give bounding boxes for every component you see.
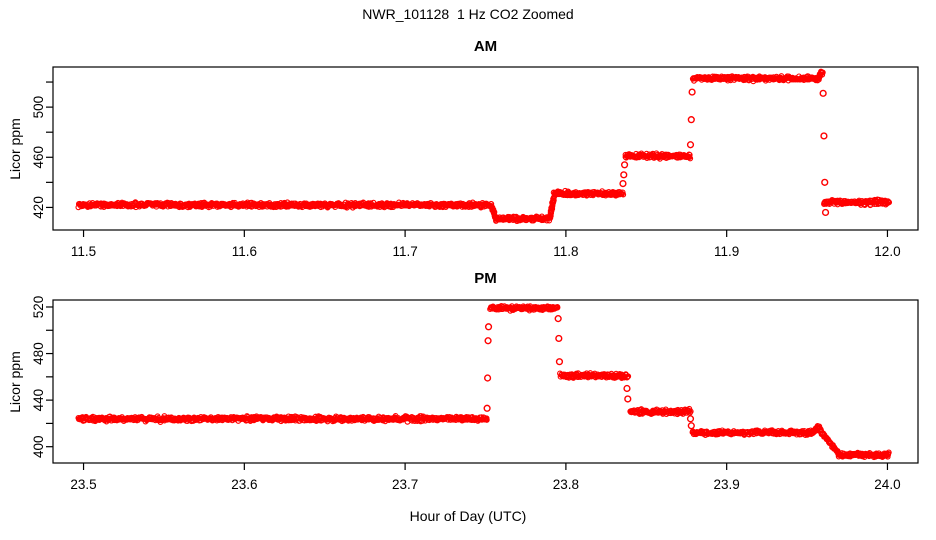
am-x-tick-label: 11.6 (232, 244, 257, 259)
am-data-series-segment (622, 150, 694, 162)
am-transition-point (819, 89, 827, 97)
pm-data-series-segment (835, 449, 892, 461)
am-panel-title: AM (473, 38, 498, 55)
pm-transition-point (483, 404, 491, 412)
pm-y-tick-label: 480 (31, 342, 46, 365)
pm-x-tick-label: 23.6 (231, 477, 257, 492)
pm-y-tick-label: 400 (31, 435, 46, 458)
pm-x-tick-label: 24.0 (874, 477, 900, 492)
pm-data-series-segment (75, 412, 490, 425)
pm-x-tick-label: 23.5 (70, 477, 96, 492)
pm-transition-point (555, 358, 564, 366)
am-transition-point (620, 161, 629, 169)
am-transition-point (821, 208, 830, 217)
am-transition-point (688, 88, 696, 96)
pm-transition-point (484, 323, 493, 331)
pm-y-tick-label: 440 (31, 389, 46, 412)
pm-transition-point (687, 422, 695, 430)
am-data-series-segment (815, 68, 826, 81)
am-panel-border (52, 66, 919, 231)
pm-y-tick-label: 520 (31, 296, 46, 319)
am-data-series-segment (75, 199, 494, 211)
am-data-series-segment (821, 196, 893, 209)
pm-x-tick-label: 23.8 (553, 477, 579, 492)
am-data-series-segment (550, 187, 627, 199)
am-y-tick-label: 500 (31, 96, 46, 119)
am-transition-point (821, 178, 829, 186)
pm-data-series-segment (557, 370, 632, 381)
pm-panel-border (52, 299, 919, 464)
pm-data-series-segment (487, 302, 561, 314)
x-axis-label: Hour of Day (UTC) (409, 508, 527, 524)
am-data-series-segment (493, 213, 553, 225)
am-transition-point (619, 180, 627, 188)
pm-transition-point (686, 415, 695, 423)
pm-data-series-segment (689, 427, 817, 439)
am-transition-point (620, 171, 628, 179)
am-x-tick-label: 11.7 (392, 244, 417, 259)
am-transition-point (820, 132, 828, 140)
pm-transition-point (554, 315, 562, 323)
am-x-tick-label: 12.0 (874, 244, 900, 259)
pm-transition-point (483, 374, 492, 382)
pm-data-series-segment (816, 424, 842, 457)
am-y-tick-label: 420 (31, 196, 46, 219)
pm-data-series-segment (627, 405, 694, 418)
am-x-tick-label: 11.5 (71, 244, 96, 259)
pm-panel-title: PM (474, 270, 497, 287)
am-transition-point (686, 141, 695, 149)
pm-x-tick-label: 23.9 (714, 477, 740, 492)
am-x-tick-label: 11.8 (553, 244, 578, 259)
pm-transition-point (623, 384, 631, 393)
am-y-tick-label: 460 (31, 146, 46, 169)
pm-transition-point (484, 337, 492, 345)
am-data-series-segment (689, 73, 822, 85)
am-transition-point (687, 116, 695, 124)
am-data-series-segment (546, 194, 557, 221)
figure-title: NWR_101128 1 Hz CO2 Zoomed (362, 6, 574, 22)
am-x-tick-label: 11.9 (714, 244, 739, 259)
pm-x-tick-label: 23.7 (392, 477, 418, 492)
pm-transition-point (555, 334, 563, 343)
pm-transition-point (624, 395, 632, 403)
